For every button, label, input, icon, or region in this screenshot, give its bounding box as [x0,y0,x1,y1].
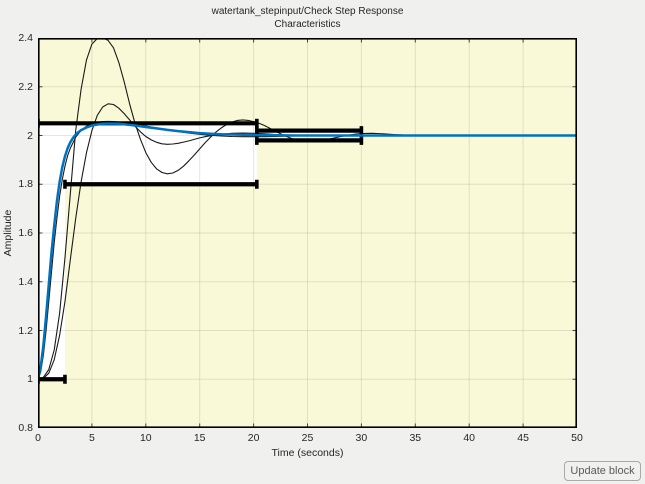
y-tick-label: 1.4 [18,275,33,288]
bound-end-marker[interactable] [63,179,67,189]
x-tick-label: 40 [463,432,476,444]
figure-title-line2: Characteristics [274,19,341,30]
x-tick-label: 10 [139,432,152,444]
y-tick-label: 2.4 [18,32,33,44]
allowed-region-white [64,123,257,185]
x-tick-label: 35 [409,432,422,444]
y-tick-label: 1.2 [18,324,33,337]
x-tick-label: 20 [247,432,260,444]
bound-end-marker[interactable] [359,126,364,136]
x-tick-label: 5 [88,432,95,444]
y-tick-label: 0.8 [18,422,33,434]
gridlines [38,38,577,428]
final-response-curve [38,122,577,381]
plot-area[interactable] [38,38,577,428]
step-response-plot[interactable] [38,38,577,428]
x-axis-label: Time (seconds) [271,447,344,459]
bound-end-marker[interactable] [63,374,67,384]
x-tick-label: 45 [517,432,529,444]
figure-title: watertank_stepinput/Check Step Response … [38,5,577,31]
y-tick-label: 1.6 [18,227,33,239]
y-tick-label: 2 [27,129,33,142]
y-tick-label: 1.8 [18,178,33,191]
constraint-bounds [38,118,364,384]
x-tick-label: 30 [355,432,368,444]
x-tick-label: 0 [35,432,41,444]
bound-end-marker[interactable] [255,118,259,128]
x-tick-label: 15 [193,432,206,444]
bound-end-marker[interactable] [255,135,259,145]
bound-end-marker[interactable] [255,179,259,189]
y-tick-label: 2.2 [18,80,33,93]
bound-end-marker[interactable] [255,126,259,136]
x-tick-label: 25 [301,432,314,444]
update-block-button[interactable]: Update block [564,461,641,481]
y-tick-label: 1 [27,373,33,386]
figure-title-line1: watertank_stepinput/Check Step Response [211,6,404,17]
x-tick-label: 50 [571,432,583,444]
constraint-region-yellow [38,38,577,428]
bound-end-marker[interactable] [359,135,364,145]
axes-box [38,38,577,428]
